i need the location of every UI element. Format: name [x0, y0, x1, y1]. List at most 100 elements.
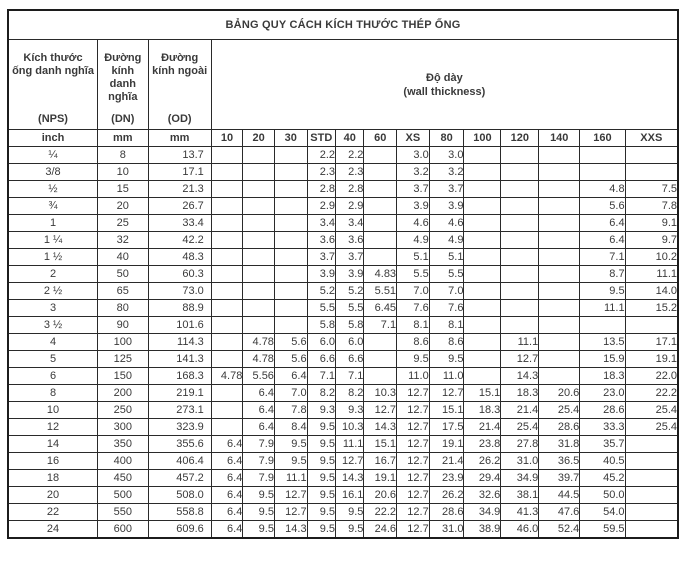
cell-thickness	[363, 163, 398, 181]
table-row: 22 550 558.8 6.4 9.5 12.7 9.5 9.5 22.2 12.7 28.6 34…	[7, 503, 679, 521]
cell-thickness: 6.4	[579, 214, 626, 232]
cell-thickness	[624, 452, 679, 470]
schedule-label: 20	[242, 129, 275, 147]
cell-thickness: 11.1	[579, 299, 626, 317]
cell-thickness: 8.7	[579, 265, 626, 283]
cell-thickness: 2.2	[334, 146, 365, 164]
cell-thickness	[363, 146, 398, 164]
cell-thickness: 19.1	[363, 469, 398, 487]
cell-nps: 14	[7, 435, 99, 453]
cell-thickness	[273, 248, 308, 266]
cell-thickness: 27.8	[500, 435, 540, 453]
cell-thickness: 6.4	[210, 469, 244, 487]
cell-thickness: 3.7	[306, 248, 337, 266]
cell-thickness: 6.4	[210, 435, 244, 453]
cell-thickness	[579, 146, 626, 164]
cell-od: 323.9	[147, 418, 212, 436]
cell-thickness: 54.0	[579, 503, 626, 521]
cell-dn: 90	[97, 316, 149, 334]
cell-thickness: 4.8	[579, 180, 626, 198]
cell-thickness	[538, 214, 581, 232]
cell-nps: 3/8	[7, 163, 99, 181]
cell-thickness: 26.2	[428, 486, 465, 504]
cell-thickness: 7.8	[273, 401, 308, 419]
page: BẢNG QUY CÁCH KÍCH THƯỚC THÉP ỐNG Kích t…	[7, 9, 679, 539]
cell-nps: 5	[7, 350, 99, 368]
cell-thickness: 15.1	[428, 401, 465, 419]
cell-od: 60.3	[147, 265, 212, 283]
cell-thickness: 3.9	[306, 265, 337, 283]
cell-thickness: 3.7	[334, 248, 365, 266]
cell-thickness: 18.3	[500, 384, 540, 402]
cell-thickness: 16.1	[334, 486, 365, 504]
cell-thickness	[242, 231, 275, 249]
cell-thickness: 25.4	[624, 418, 679, 436]
cell-thickness: 21.4	[428, 452, 465, 470]
cell-thickness: 15.1	[463, 384, 502, 402]
cell-thickness: 6.6	[306, 350, 337, 368]
cell-thickness: 46.0	[500, 520, 540, 539]
cell-thickness: 31.8	[538, 435, 581, 453]
cell-thickness	[242, 299, 275, 317]
cell-nps: 8	[7, 384, 99, 402]
cell-thickness: 3.9	[334, 265, 365, 283]
cell-dn: 20	[97, 197, 149, 215]
cell-thickness: 7.6	[428, 299, 465, 317]
cell-od: 219.1	[147, 384, 212, 402]
cell-thickness: 3.7	[396, 180, 430, 198]
cell-thickness	[210, 248, 244, 266]
cell-thickness	[242, 316, 275, 334]
cell-nps: ½	[7, 180, 99, 198]
cell-thickness: 3.7	[428, 180, 465, 198]
cell-thickness: 4.78	[210, 367, 244, 385]
cell-nps: 1 ½	[7, 248, 99, 266]
cell-thickness: 5.2	[334, 282, 365, 300]
cell-thickness: 8.1	[428, 316, 465, 334]
cell-thickness: 12.7	[334, 452, 365, 470]
table-row: 12 300 323.9 6.4 8.4 9.5 10.3 14.3 12.7 17.5 21.4 2…	[7, 418, 679, 436]
cell-thickness	[624, 486, 679, 504]
cell-thickness: 5.6	[273, 333, 308, 351]
cell-thickness: 10.2	[624, 248, 679, 266]
cell-thickness: 19.1	[428, 435, 465, 453]
cell-dn: 350	[97, 435, 149, 453]
cell-od: 457.2	[147, 469, 212, 487]
cell-thickness: 3.6	[306, 231, 337, 249]
cell-thickness	[463, 248, 502, 266]
cell-thickness: 6.4	[579, 231, 626, 249]
schedule-label: 160	[579, 129, 626, 147]
cell-nps: 2 ½	[7, 282, 99, 300]
cell-thickness: 6.45	[363, 299, 398, 317]
cell-thickness: 23.0	[579, 384, 626, 402]
cell-thickness: 36.5	[538, 452, 581, 470]
cell-thickness	[500, 214, 540, 232]
cell-thickness	[210, 316, 244, 334]
cell-thickness: 19.1	[624, 350, 679, 368]
cell-thickness	[363, 197, 398, 215]
cell-thickness: 41.3	[500, 503, 540, 521]
cell-thickness: 9.3	[334, 401, 365, 419]
cell-thickness: 5.56	[242, 367, 275, 385]
table-row: 3 80 88.9 5.5 5.5 6.45 7.6 7.6 11.1 15.2	[7, 299, 679, 317]
cell-thickness: 9.5	[273, 435, 308, 453]
schedule-label: STD	[306, 129, 337, 147]
header-thickness: Độ dày (wall thickness)	[210, 39, 679, 130]
cell-thickness	[242, 163, 275, 181]
cell-thickness: 20.6	[363, 486, 398, 504]
cell-od: 33.4	[147, 214, 212, 232]
cell-thickness	[273, 197, 308, 215]
table-row: 3/8 10 17.1 2.3 2.3 3.2 3.2	[7, 163, 679, 181]
cell-thickness	[242, 265, 275, 283]
cell-od: 101.6	[147, 316, 212, 334]
cell-dn: 200	[97, 384, 149, 402]
cell-thickness: 14.3	[363, 418, 398, 436]
cell-thickness: 6.4	[242, 418, 275, 436]
cell-thickness: 18.3	[463, 401, 502, 419]
cell-dn: 400	[97, 452, 149, 470]
cell-thickness: 28.6	[538, 418, 581, 436]
cell-thickness	[500, 265, 540, 283]
table-body: ¼ 8 13.7 2.2 2.2 3.0 3.0 3/8 10 17.1 2.3 2.3 3.2 3.2 ½…	[7, 146, 679, 539]
cell-thickness: 21.4	[463, 418, 502, 436]
cell-thickness	[579, 163, 626, 181]
cell-thickness: 38.9	[463, 520, 502, 539]
